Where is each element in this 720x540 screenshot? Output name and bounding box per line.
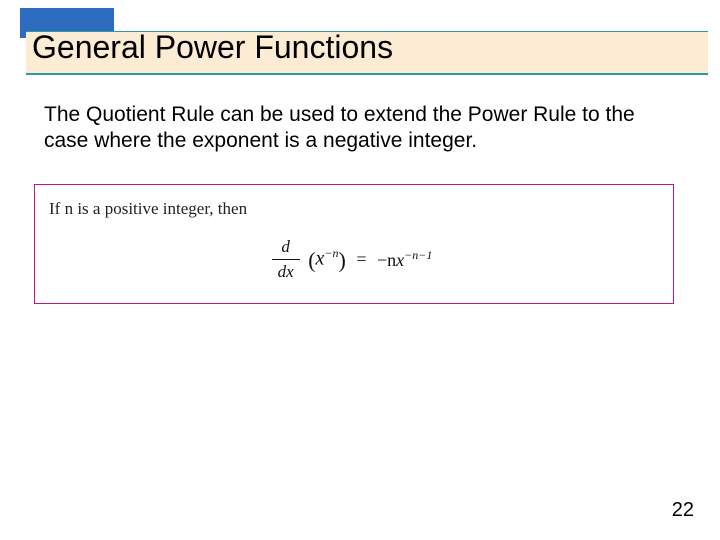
right-paren: ) [339, 247, 346, 272]
rhs-coefficient: −n [377, 250, 396, 270]
rhs-exponent: −n−1 [404, 248, 432, 262]
lhs-exponent: −n [324, 246, 338, 260]
equals-sign: = [356, 249, 366, 270]
slide: General Power Functions The Quotient Rul… [0, 0, 720, 540]
page-number: 22 [672, 499, 694, 522]
body-paragraph: The Quotient Rule can be used to extend … [44, 102, 670, 155]
theorem-lead-text: If n is a positive integer, then [49, 199, 655, 219]
rhs-expression: −nx−n−1 [377, 248, 432, 271]
fraction-numerator: d [272, 237, 300, 260]
fraction-denominator: dx [272, 260, 300, 282]
derivative-fraction: d dx [272, 237, 300, 282]
lhs-parenthesized: (x−n) [308, 246, 346, 274]
theorem-box: If n is a positive integer, then d dx (x… [34, 184, 674, 304]
rhs-base: x [396, 250, 404, 270]
left-paren: ( [308, 247, 315, 272]
slide-title: General Power Functions [32, 29, 393, 66]
theorem-formula: d dx (x−n) = −nx−n−1 [49, 237, 655, 282]
